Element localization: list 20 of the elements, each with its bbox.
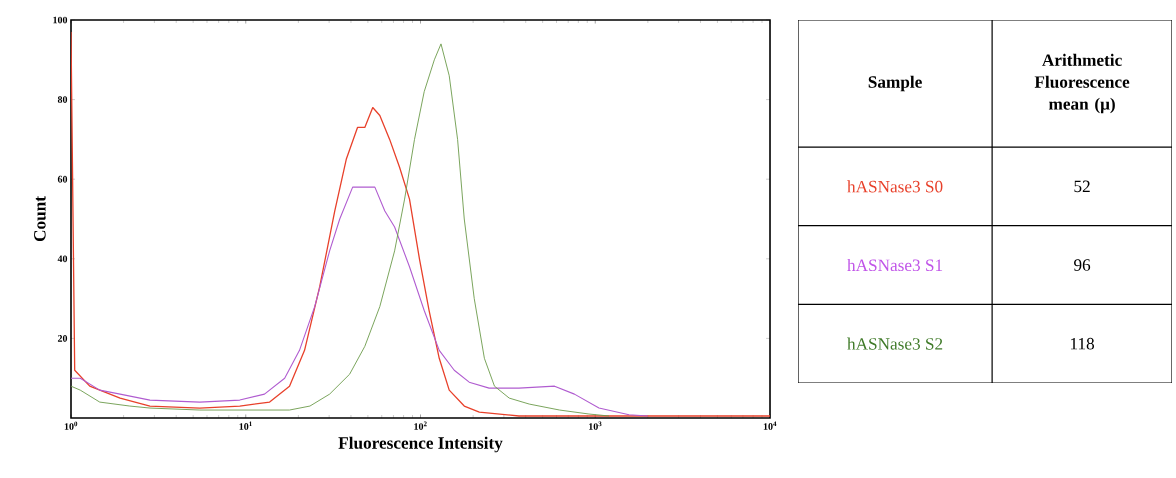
x-tick-label: 10$^{1}$	[239, 421, 252, 430]
text: Arithmetic Fluorescence mean (μ)	[1034, 53, 1130, 114]
y-tick-label: 20	[57, 335, 68, 342]
x-tick-label: 10$^{3}$	[589, 421, 602, 430]
data-label: 118	[1070, 337, 1094, 350]
y-axis-title: Count	[34, 196, 46, 242]
y-tick-label: 40	[57, 255, 68, 263]
category-label: hASNase3 S1	[847, 258, 943, 272]
x-tick-label: 10$^{0}$	[64, 421, 78, 430]
y-tick-label: 60	[57, 175, 68, 183]
data-label: 52	[1074, 180, 1090, 193]
x-tick-label: 10$^{2}$	[414, 421, 427, 430]
y-tick-label: 80	[57, 96, 68, 103]
category-label: hASNase3 S2	[847, 337, 943, 350]
x-axis-title: Fluorescence Intensity	[338, 436, 503, 453]
x-tick-label: 10$^{4}$	[763, 421, 777, 430]
text: Sample	[868, 75, 922, 92]
y-tick-label: 100	[53, 16, 68, 24]
category-label: hASNase3 S0	[847, 180, 943, 193]
data-label: 96	[1074, 259, 1091, 271]
